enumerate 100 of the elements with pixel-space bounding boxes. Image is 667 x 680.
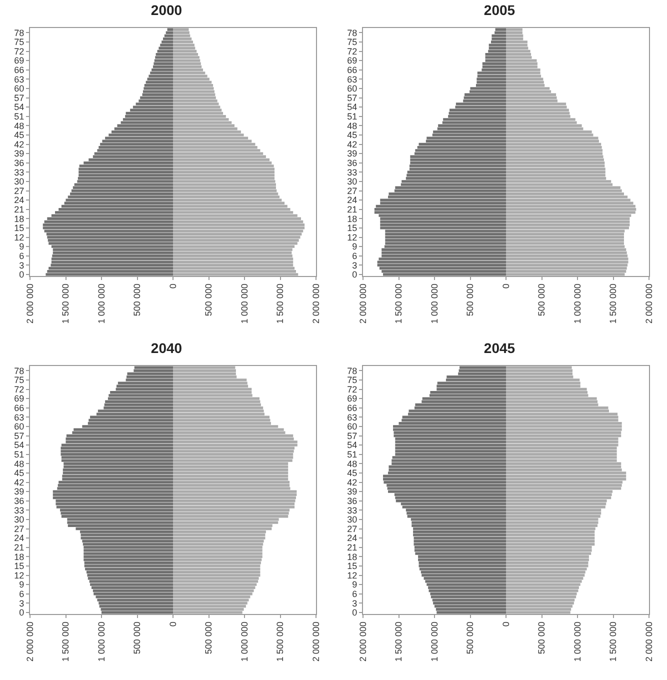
bar bbox=[414, 542, 506, 546]
bar bbox=[506, 602, 574, 605]
bar bbox=[162, 37, 173, 40]
bar bbox=[506, 372, 572, 376]
bar bbox=[173, 536, 266, 540]
bar bbox=[80, 534, 173, 536]
bar bbox=[173, 50, 197, 53]
bar bbox=[438, 124, 506, 128]
bar bbox=[80, 536, 173, 540]
x-tick-label: 1 000 000 bbox=[572, 284, 582, 324]
bar bbox=[82, 540, 173, 543]
bar bbox=[506, 540, 595, 543]
y-tick-label: 24 bbox=[14, 533, 24, 544]
bar bbox=[417, 146, 506, 149]
bar bbox=[173, 452, 294, 456]
bar bbox=[485, 52, 506, 56]
bar bbox=[105, 400, 173, 404]
bar bbox=[173, 514, 288, 518]
y-tick-label: 18 bbox=[14, 552, 24, 562]
chart-title: 2045 bbox=[484, 340, 516, 356]
bar bbox=[134, 366, 173, 369]
bar bbox=[132, 106, 173, 108]
bar bbox=[506, 542, 595, 546]
y-tick-label: 6 bbox=[19, 251, 24, 261]
y-tick-label: 9 bbox=[352, 242, 358, 252]
bar bbox=[506, 434, 622, 438]
bar bbox=[173, 186, 276, 190]
bar bbox=[506, 514, 600, 518]
bar bbox=[154, 62, 173, 66]
bar bbox=[443, 118, 506, 121]
y-tick-label: 57 bbox=[347, 430, 358, 441]
y-tick-label: 78 bbox=[347, 28, 358, 38]
bar bbox=[506, 459, 617, 462]
bar bbox=[173, 99, 218, 102]
bar bbox=[437, 382, 506, 384]
y-tick-label: 66 bbox=[347, 403, 358, 413]
bar bbox=[173, 236, 300, 239]
bar bbox=[424, 576, 506, 580]
bar bbox=[173, 248, 292, 252]
bar bbox=[464, 93, 506, 96]
bar bbox=[173, 418, 270, 422]
bar bbox=[410, 518, 506, 521]
bar bbox=[78, 170, 173, 174]
y-tick-label: 54 bbox=[14, 102, 24, 112]
bar bbox=[148, 74, 173, 78]
bar bbox=[506, 108, 569, 112]
bar bbox=[506, 220, 630, 224]
x-tick-label: 500 000 bbox=[465, 284, 476, 316]
y-tick-label: 24 bbox=[347, 195, 358, 206]
bar bbox=[506, 452, 617, 456]
bar bbox=[413, 530, 506, 534]
bar bbox=[402, 506, 506, 508]
bar bbox=[108, 394, 173, 397]
bar bbox=[506, 230, 625, 232]
bar bbox=[60, 508, 173, 512]
bar bbox=[56, 506, 173, 508]
bar bbox=[173, 80, 212, 84]
bar bbox=[495, 28, 506, 31]
bar bbox=[414, 546, 506, 549]
bar bbox=[173, 46, 196, 50]
bar bbox=[60, 452, 173, 456]
bar bbox=[476, 80, 506, 84]
bar bbox=[428, 589, 506, 592]
bar bbox=[506, 161, 605, 164]
bar bbox=[506, 37, 524, 40]
bar bbox=[173, 44, 194, 46]
bar bbox=[173, 266, 295, 270]
bar bbox=[506, 130, 592, 134]
bar bbox=[376, 204, 506, 208]
bar bbox=[52, 251, 173, 254]
bar bbox=[506, 248, 626, 252]
y-tick-label: 15 bbox=[14, 223, 24, 234]
bar bbox=[173, 134, 244, 136]
bar bbox=[173, 170, 275, 174]
bar bbox=[506, 198, 630, 202]
bar bbox=[173, 416, 270, 419]
y-tick-label: 27 bbox=[14, 524, 24, 534]
y-tick-label: 30 bbox=[14, 514, 24, 525]
bar bbox=[147, 78, 173, 81]
bar bbox=[450, 108, 506, 112]
bar bbox=[126, 375, 173, 378]
bar bbox=[173, 450, 294, 453]
x-tick-label: 1 000 000 bbox=[96, 622, 106, 662]
bar bbox=[64, 465, 173, 468]
bar bbox=[108, 397, 173, 400]
y-tick-label: 63 bbox=[14, 412, 24, 422]
bar bbox=[173, 214, 298, 217]
bar bbox=[173, 112, 224, 115]
bar bbox=[410, 161, 506, 164]
bar bbox=[406, 512, 506, 515]
bar bbox=[506, 558, 589, 562]
bar bbox=[506, 487, 622, 490]
bar bbox=[494, 31, 506, 34]
x-tick-label: 1 500 000 bbox=[394, 622, 404, 662]
bar bbox=[79, 164, 173, 168]
bar bbox=[98, 602, 173, 605]
bar bbox=[100, 608, 173, 611]
bar bbox=[94, 592, 173, 596]
bar bbox=[47, 217, 173, 220]
y-tick-label: 66 bbox=[347, 65, 358, 75]
